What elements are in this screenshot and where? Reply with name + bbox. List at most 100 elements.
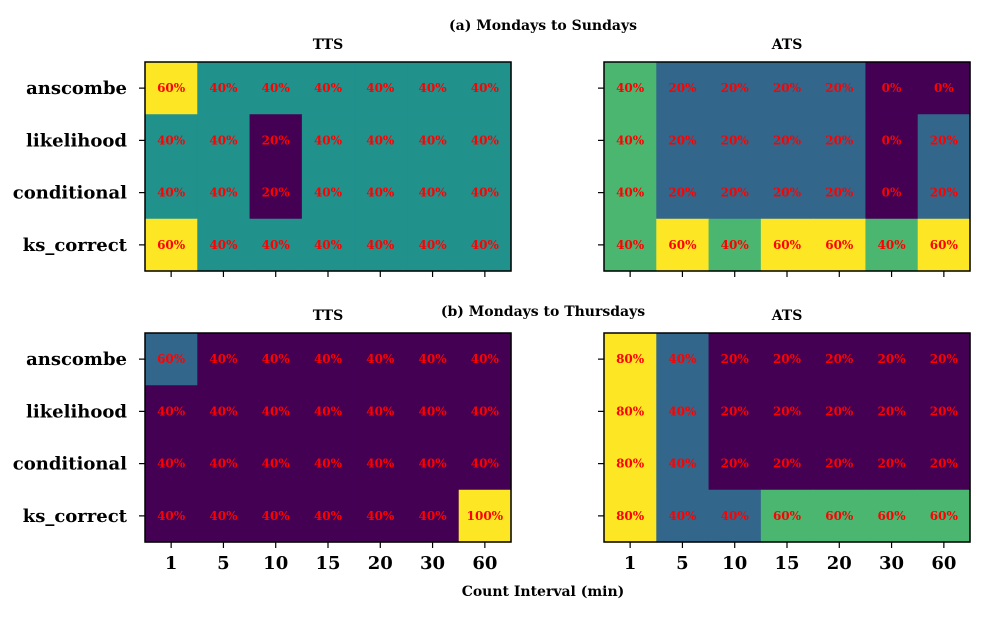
heatmap-cell (301, 489, 355, 543)
heatmap-cell (656, 437, 710, 491)
heatmap-cell (197, 333, 251, 386)
cell-value-label: 20% (930, 352, 959, 366)
cell-value-label: 40% (419, 238, 448, 252)
heatmap-cell (917, 166, 971, 220)
cell-value-label: 40% (314, 81, 343, 95)
cell-value-label: 60% (878, 509, 907, 523)
cell-value-label: 80% (616, 457, 645, 471)
heatmap-cell (197, 114, 251, 168)
cell-value-label: 20% (825, 186, 854, 200)
cell-value-label: 80% (616, 509, 645, 523)
cell-value-label: 40% (366, 81, 395, 95)
cell-value-label: 40% (419, 81, 448, 95)
heatmap-cell (301, 62, 355, 115)
x-tick-label: 60 (472, 553, 497, 574)
cell-value-label: 20% (825, 81, 854, 95)
cell-value-label: 40% (314, 352, 343, 366)
cell-value-label: 40% (668, 404, 697, 418)
heatmap-cell (656, 333, 710, 386)
heatmap-cell (708, 437, 762, 491)
cell-value-label: 20% (721, 81, 750, 95)
heatmap-cell (301, 218, 355, 272)
heatmap-cell (656, 114, 710, 168)
cell-value-label: 40% (314, 133, 343, 147)
x-tick-label: 1 (165, 553, 178, 574)
x-tick-label: 20 (827, 553, 852, 574)
heatmap-cell (917, 218, 971, 272)
heatmap-cell (406, 333, 460, 386)
heatmap-cell (301, 114, 355, 168)
cell-value-label: 20% (721, 133, 750, 147)
x-tick-label: 10 (722, 553, 747, 574)
panel-title: ATS (771, 308, 803, 324)
cell-value-label: 40% (262, 81, 291, 95)
heatmap-cell (604, 166, 657, 220)
cell-value-label: 40% (209, 352, 238, 366)
heatmap-cell (708, 114, 762, 168)
y-tick-label: conditional (13, 183, 127, 204)
heatmap-cell (406, 114, 460, 168)
y-tick-label: ks_correct (23, 235, 128, 256)
cell-value-label: 20% (721, 352, 750, 366)
section-title: (a) Mondays to Sundays (449, 18, 637, 34)
heatmap-cell (760, 62, 814, 115)
heatmap-cell (865, 62, 919, 115)
heatmap-cell (813, 62, 867, 115)
heatmap-cell (917, 489, 971, 543)
heatmap-cell (760, 333, 814, 386)
cell-value-label: 40% (878, 238, 907, 252)
cell-value-label: 40% (471, 238, 500, 252)
heatmap-cell (354, 166, 408, 220)
x-tick-label: 15 (774, 553, 799, 574)
cell-value-label: 40% (419, 404, 448, 418)
x-tick-label: 60 (931, 553, 956, 574)
cell-value-label: 60% (157, 81, 186, 95)
cell-value-label: 20% (773, 457, 802, 471)
heatmap-cell (406, 166, 460, 220)
cell-value-label: 80% (616, 352, 645, 366)
cell-value-label: 20% (878, 457, 907, 471)
heatmap-cell (604, 218, 657, 272)
cell-value-label: 0% (882, 81, 902, 95)
panel-title: ATS (771, 37, 803, 53)
heatmap-cell (865, 489, 919, 543)
cell-value-label: 40% (721, 238, 750, 252)
heatmap-cell (917, 385, 971, 439)
heatmap-cell (760, 489, 814, 543)
cell-value-label: 40% (366, 186, 395, 200)
heatmap-cell (145, 333, 198, 386)
heatmap-cell (604, 437, 657, 491)
heatmap-cell (249, 489, 303, 543)
cell-value-label: 40% (262, 404, 291, 418)
cell-value-label: 20% (930, 133, 959, 147)
cell-value-label: 20% (773, 133, 802, 147)
heatmap-cell (354, 437, 408, 491)
heatmap-cell (865, 437, 919, 491)
cell-value-label: 40% (366, 352, 395, 366)
cell-value-label: 0% (934, 81, 954, 95)
cell-value-label: 40% (471, 404, 500, 418)
cell-value-label: 20% (773, 186, 802, 200)
cell-value-label: 60% (825, 238, 854, 252)
x-tick-label: 30 (420, 553, 445, 574)
x-tick-label: 1 (624, 553, 637, 574)
heatmap-cell (760, 385, 814, 439)
heatmap-cell (145, 437, 198, 491)
cell-value-label: 20% (668, 81, 697, 95)
cell-value-label: 60% (773, 509, 802, 523)
cell-value-label: 60% (773, 238, 802, 252)
heatmap-cell (249, 166, 303, 220)
cell-value-label: 40% (157, 133, 186, 147)
cell-value-label: 40% (419, 352, 448, 366)
y-tick-label: conditional (13, 454, 127, 475)
heatmap-cell (458, 62, 512, 115)
cell-value-label: 20% (721, 457, 750, 471)
y-tick-label: anscombe (26, 78, 127, 99)
heatmap-cell (197, 166, 251, 220)
heatmap-cell (197, 437, 251, 491)
heatmap-cell (354, 489, 408, 543)
heatmap-cell (406, 62, 460, 115)
cell-value-label: 60% (157, 238, 186, 252)
heatmap-cell (197, 62, 251, 115)
heatmap-cell (917, 62, 971, 115)
